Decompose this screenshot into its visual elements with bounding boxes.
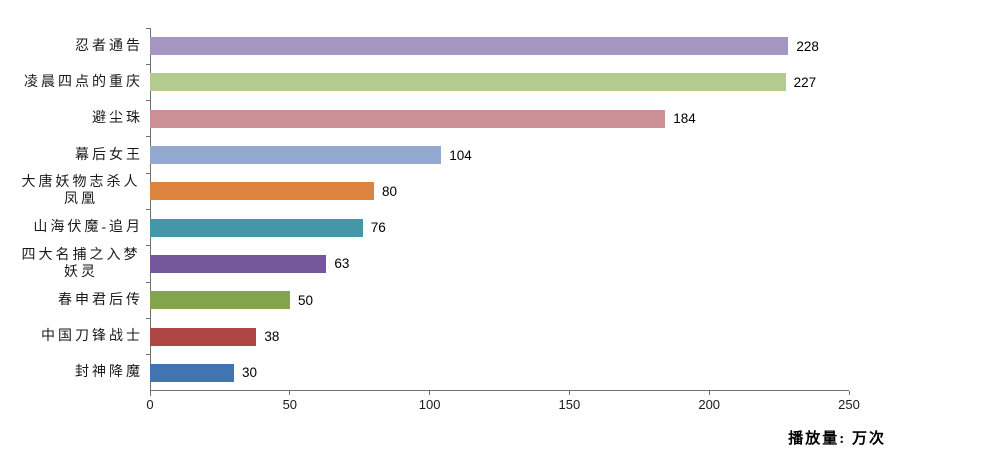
- category-label: 中国刀锋战士: [41, 329, 143, 345]
- chart-row: 春申君后传 50: [0, 281, 850, 318]
- category-label: 春申君后传: [58, 292, 143, 308]
- y-axis-tick: [146, 245, 150, 247]
- y-axis-tick: [146, 208, 150, 210]
- category-label: 凌晨四点的重庆: [24, 74, 143, 90]
- bar-track: 76: [146, 208, 850, 245]
- category-cell: 幕后女王: [0, 147, 150, 164]
- x-axis-tick: [289, 391, 291, 395]
- category-cell: 四大名捕之入梦妖灵: [0, 247, 150, 281]
- y-axis-stub: [150, 391, 151, 396]
- y-axis-tick: [146, 354, 150, 356]
- value-label: 63: [334, 256, 350, 272]
- bar: [150, 363, 234, 382]
- chart-row: 封神降魔 30: [0, 354, 850, 391]
- value-label: 30: [242, 365, 258, 381]
- axis-unit-label: 播放量: 万次: [788, 431, 886, 447]
- y-axis-tick: [146, 27, 150, 29]
- category-cell: 中国刀锋战士: [0, 328, 150, 345]
- value-label: 50: [298, 292, 314, 308]
- x-tick-label: 250: [838, 397, 860, 412]
- x-axis-tick: [568, 391, 570, 395]
- chart-row: 四大名捕之入梦妖灵 63: [0, 245, 850, 282]
- chart-row: 大唐妖物志杀人凤凰 80: [0, 172, 850, 209]
- bar: [150, 218, 363, 237]
- category-label: 避尘珠: [92, 111, 143, 127]
- bar: [150, 146, 442, 165]
- x-tick-label: 0: [146, 397, 154, 412]
- bar: [150, 327, 257, 346]
- bar-track: 184: [146, 100, 850, 137]
- chart-row: 幕后女王 104: [0, 136, 850, 173]
- value-label: 76: [370, 220, 386, 236]
- y-axis-tick: [146, 317, 150, 319]
- category-cell: 避尘珠: [0, 110, 150, 127]
- category-label: 大唐妖物志杀人凤凰: [21, 175, 141, 208]
- category-cell: 山海伏魔-追月: [0, 219, 150, 236]
- category-label: 幕后女王: [75, 147, 143, 163]
- x-axis-tick: [848, 391, 850, 395]
- x-tick-label: 200: [698, 397, 721, 412]
- y-axis-tick: [146, 63, 150, 65]
- bar-track: 38: [146, 317, 850, 354]
- bar: [150, 254, 327, 273]
- bar-track: 63: [146, 245, 850, 282]
- value-label: 184: [673, 111, 696, 127]
- category-label: 四大名捕之入梦妖灵: [21, 247, 141, 280]
- bar: [150, 109, 666, 128]
- bar: [150, 37, 789, 56]
- bar-track: 228: [146, 27, 850, 64]
- bar: [150, 182, 374, 201]
- category-cell: 封神降魔: [0, 364, 150, 381]
- x-axis-tick: [149, 391, 151, 395]
- x-tick-label: 100: [418, 397, 441, 412]
- y-axis-tick: [146, 281, 150, 283]
- axis-frame: [150, 28, 849, 391]
- y-axis-tick: [146, 100, 150, 102]
- bar-track: 30: [146, 354, 850, 391]
- category-label: 封神降魔: [75, 365, 143, 381]
- plot-rows: 忍者通告 228 凌晨四点的重庆 227 避尘珠 184 幕后女王 104 大唐妖物志杀人凤凰 8…: [0, 27, 850, 391]
- category-cell: 大唐妖物志杀人凤凰: [0, 174, 150, 208]
- x-axis-tick: [429, 391, 431, 395]
- bar-track: 50: [146, 281, 850, 318]
- x-axis-tick: [708, 391, 710, 395]
- bar-track: 80: [146, 172, 850, 209]
- chart-row: 山海伏魔-追月 76: [0, 208, 850, 245]
- value-label: 38: [264, 329, 280, 345]
- x-tick-label: 50: [282, 397, 298, 412]
- bar-track: 227: [146, 63, 850, 100]
- category-cell: 凌晨四点的重庆: [0, 74, 150, 91]
- x-tick-label: 150: [558, 397, 581, 412]
- value-label: 227: [793, 74, 817, 90]
- x-axis: 0 50 100 150 200 250: [146, 391, 860, 421]
- category-cell: 春申君后传: [0, 292, 150, 309]
- value-label: 80: [382, 183, 398, 199]
- value-label: 228: [796, 38, 819, 54]
- chart-row: 凌晨四点的重庆 227: [0, 63, 850, 100]
- bar-track: 104: [146, 136, 850, 173]
- value-label: 104: [449, 147, 472, 163]
- chart-row: 避尘珠 184: [0, 100, 850, 137]
- chart-row: 中国刀锋战士 38: [0, 317, 850, 354]
- y-axis-tick: [146, 136, 150, 138]
- chart-row: 忍者通告 228: [0, 27, 850, 64]
- category-label: 山海伏魔-追月: [33, 220, 143, 236]
- bar: [150, 291, 290, 310]
- bar: [150, 73, 786, 92]
- y-axis-tick: [146, 172, 150, 174]
- category-label: 忍者通告: [75, 38, 143, 54]
- category-cell: 忍者通告: [0, 38, 150, 55]
